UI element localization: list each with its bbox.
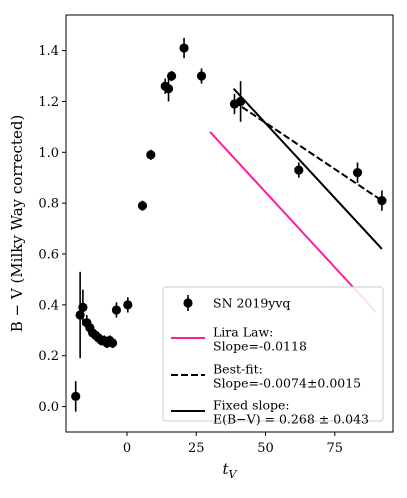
y-tick-label: 0.6 (38, 248, 59, 263)
series-line (232, 88, 383, 250)
data-point (235, 81, 246, 122)
data-point (71, 381, 81, 412)
legend-label: Fixed slope: E(B−V) = 0.268 ± 0.043 (213, 398, 369, 427)
x-tick-label: 25 (188, 441, 205, 456)
data-point (123, 297, 133, 313)
point-marker (71, 391, 81, 402)
data-point (78, 289, 88, 326)
data-point (137, 200, 148, 211)
data-point (377, 190, 387, 211)
data-point (107, 337, 118, 349)
data-point (166, 70, 177, 82)
point-marker (352, 168, 363, 178)
point-marker (166, 71, 177, 81)
legend: SN 2019yvq Lira Law: Slope=-0.0118 Best-fit… (162, 286, 384, 427)
x-tick-label: 75 (327, 441, 344, 456)
y-tick-label: 1.2 (38, 95, 59, 110)
y-tick-label: 0.8 (38, 197, 59, 212)
legend-label: Best-fit: Slope=-0.0074±0.0015 (213, 362, 361, 391)
point-marker (294, 165, 304, 175)
data-marks (71, 37, 387, 412)
y-tick-label: 0.2 (38, 349, 59, 364)
point-marker (235, 96, 246, 107)
y-axis-label: B − V (Milky Way corrected) (8, 115, 26, 333)
data-point (111, 302, 122, 318)
axes-frame (65, 14, 394, 433)
legend-box (162, 286, 384, 422)
point-marker (146, 150, 156, 160)
data-point (146, 149, 156, 160)
y-tick-label: 0.4 (38, 298, 59, 313)
point-marker (123, 300, 133, 310)
point-marker (196, 71, 207, 81)
point-marker (179, 43, 189, 53)
series-line (209, 131, 378, 314)
legend-label: Lira Law: Slope=-0.0118 (213, 325, 307, 354)
data-point (196, 68, 207, 84)
x-tick-label: 0 (123, 441, 131, 456)
y-tick-label: 0.0 (38, 400, 59, 415)
point-marker (107, 338, 118, 348)
x-axis-label: tV (223, 460, 238, 481)
point-marker (377, 196, 387, 206)
point-marker (163, 84, 174, 94)
legend-label: SN 2019yvq (213, 296, 290, 311)
series-line (233, 100, 383, 202)
data-point (179, 37, 189, 59)
y-tick-label: 1.4 (38, 44, 59, 59)
point-marker (111, 305, 122, 315)
data-point (352, 162, 363, 183)
data-point (163, 76, 174, 102)
point-marker (78, 302, 88, 313)
x-tick-label: 50 (257, 441, 274, 456)
legend-marker (183, 298, 193, 308)
data-point (294, 162, 304, 178)
axes: 0 25 50 75 0.0 0.2 0.4 0.6 0.8 1.0 1.2 1.4 tV B − V (… (8, 14, 394, 481)
y-tick-label: 1.0 (38, 146, 59, 161)
point-marker (137, 201, 148, 211)
